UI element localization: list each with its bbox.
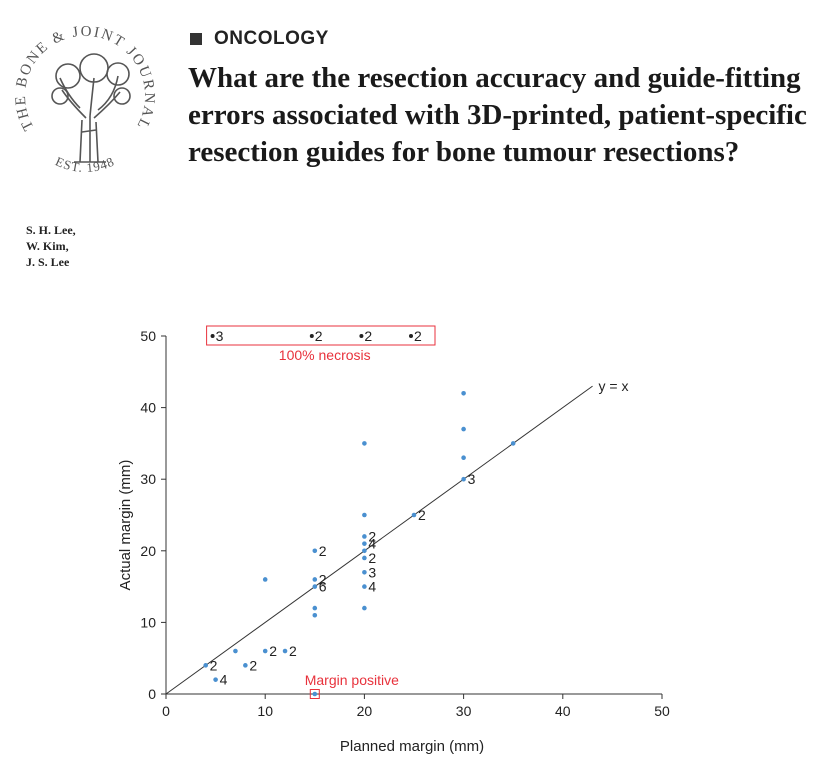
point-count-label: 3 [368, 564, 376, 580]
necrosis-point [409, 334, 413, 338]
point-count-label: 2 [249, 657, 257, 673]
point-count-label: 6 [319, 579, 327, 595]
y-tick-label: 50 [140, 328, 156, 344]
necrosis-point [210, 334, 215, 338]
data-point [362, 541, 367, 546]
square-bullet-icon [190, 33, 202, 45]
data-point [362, 512, 367, 518]
y-tick-label: 20 [140, 543, 156, 559]
data-point [243, 663, 248, 668]
data-point [510, 441, 516, 446]
data-point [461, 476, 466, 482]
point-count-label: 2 [319, 571, 327, 587]
point-count-label: 3 [468, 471, 476, 487]
reference-line-label: y = x [599, 378, 629, 394]
necrosis-count-label: 2 [414, 328, 422, 344]
data-point [312, 548, 318, 554]
necrosis-box [206, 325, 436, 346]
point-count-label: 2 [319, 543, 327, 559]
necrosis-label: 100% necrosis [279, 347, 371, 363]
data-point [362, 605, 367, 611]
data-point [362, 569, 367, 575]
section-label: ONCOLOGY [190, 28, 329, 50]
data-point [461, 455, 466, 461]
author-list: S. H. Lee, W. Kim, J. S. Lee [26, 222, 76, 270]
y-tick-label: 10 [140, 614, 156, 630]
x-tick-label: 30 [456, 703, 472, 719]
data-point [461, 426, 466, 432]
x-tick-label: 50 [654, 703, 670, 719]
x-axis-label: Planned margin (mm) [340, 738, 484, 755]
author-item: W. Kim, [26, 239, 69, 253]
y-tick-label: 30 [140, 471, 156, 487]
necrosis-point [309, 334, 314, 338]
data-point [262, 577, 268, 582]
x-tick-label: 0 [162, 703, 170, 719]
data-point [362, 584, 367, 589]
necrosis-point [359, 334, 364, 338]
data-point [362, 548, 367, 554]
data-point [312, 691, 318, 697]
y-tick-label: 40 [140, 400, 156, 416]
point-count-label: 2 [210, 657, 218, 673]
data-point [312, 605, 318, 611]
point-count-label: 2 [368, 550, 376, 566]
y-axis-label: Actual margin (mm) [117, 460, 134, 591]
data-point [411, 512, 417, 518]
margin-positive-box [309, 689, 320, 699]
necrosis-count-label: 2 [364, 328, 372, 344]
point-count-label: 2 [289, 643, 297, 659]
data-point [213, 677, 218, 682]
margin-positive-label: Margin positive [305, 672, 399, 688]
section-label-text: ONCOLOGY [214, 28, 329, 49]
x-tick-label: 40 [555, 703, 571, 719]
data-point [282, 648, 288, 654]
data-point [262, 648, 268, 654]
point-count-label: 2 [368, 528, 376, 544]
author-item: J. S. Lee [26, 255, 70, 269]
tree-icon [51, 53, 131, 163]
point-count-label: 2 [418, 507, 426, 523]
x-tick-label: 10 [257, 703, 273, 719]
necrosis-count-label: 2 [315, 328, 323, 344]
necrosis-count-label: 3 [216, 328, 224, 344]
data-point [312, 612, 318, 618]
journal-logo: THE BONE & JOINT JOURNAL EST. 1948 [13, 24, 155, 175]
point-count-label: 4 [368, 536, 376, 552]
author-item: S. H. Lee, [26, 223, 76, 237]
x-tick-label: 20 [357, 703, 373, 719]
y-tick-label: 0 [148, 686, 156, 702]
data-point [461, 390, 466, 396]
data-point [312, 577, 318, 582]
logo-est-text: EST. 1948 [53, 153, 117, 175]
point-count-label: 4 [368, 579, 376, 595]
point-count-label: 2 [269, 643, 277, 659]
data-point [233, 648, 238, 654]
data-point [203, 663, 208, 668]
point-count-label: 4 [220, 672, 228, 688]
reference-line [165, 385, 593, 695]
data-point [362, 441, 367, 446]
data-point [312, 584, 318, 589]
data-point [362, 555, 367, 561]
article-title: What are the resection accuracy and guid… [188, 62, 807, 168]
data-point [362, 534, 367, 539]
